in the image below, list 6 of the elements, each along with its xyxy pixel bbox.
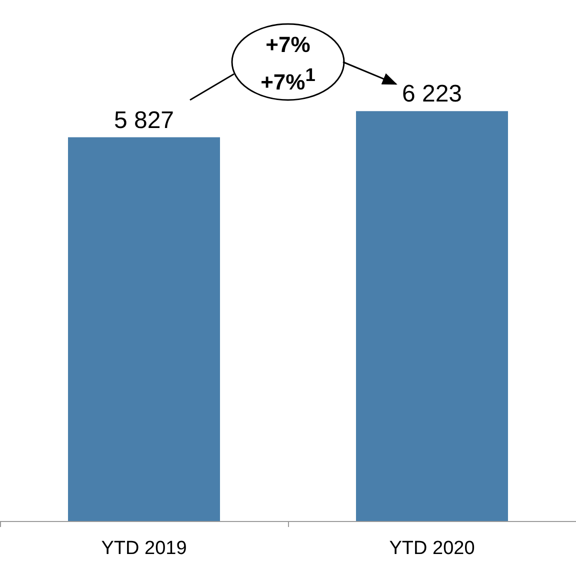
- text: +7%: [264, 31, 312, 59]
- data-label: 5 827: [114, 106, 174, 134]
- x-tick-label: YTD 2019: [101, 538, 187, 559]
- x-tick-label: YTD 2020: [389, 538, 475, 559]
- text: +7%$^{1}$: [260, 63, 316, 96]
- data-label: 6 223: [402, 80, 462, 108]
